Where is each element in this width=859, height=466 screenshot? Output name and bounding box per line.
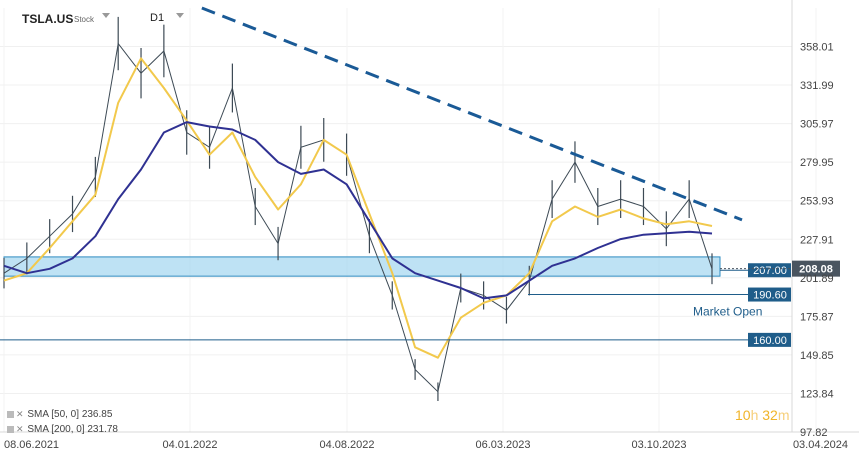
level-160-box[interactable] (748, 332, 791, 347)
x-tick-label: 08.06.2021 (4, 439, 59, 451)
x-tick-label: 04.08.2022 (319, 439, 374, 451)
x-tick-label: 06.03.2023 (475, 439, 530, 451)
support-zone[interactable] (3, 256, 721, 277)
close-icon[interactable]: ✕ (16, 409, 24, 419)
level-207-box[interactable] (748, 263, 791, 278)
sma-slow-label: SMA [200, 0] (27, 424, 85, 435)
timer-m-unit: m (777, 407, 790, 423)
timer-hours: 10 (735, 407, 751, 423)
level-190-box[interactable] (748, 287, 791, 302)
sma-fast-value: 236.85 (81, 409, 113, 420)
x-tick-label: 03.04.2024 (793, 439, 848, 451)
grid (0, 0, 859, 433)
x-tick-label: 04.01.2022 (162, 439, 217, 451)
support-zone-rect[interactable] (3, 256, 721, 277)
horizontal-levels[interactable]: 207.00 190.60 160.00 Market Open 208.08 (0, 260, 840, 347)
current-price-label: 208.08 (799, 264, 833, 276)
y-tick-label: 97.82 (800, 427, 828, 439)
y-tick-label: 331.99 (800, 80, 834, 92)
level-160-label: 160.00 (753, 335, 787, 347)
y-tick-label: 175.87 (800, 311, 834, 323)
instrument-type-label: Stock (74, 15, 95, 24)
y-tick-label: 279.95 (800, 157, 834, 169)
symbol-label[interactable]: TSLA.US (22, 12, 74, 26)
timer-h-unit: h (750, 407, 759, 423)
axes: 97.82 123.84 149.85 175.87 201.89 227.91 253.9… (4, 42, 848, 451)
resistance-trendline[interactable] (201, 6, 743, 222)
y-tick-label: 123.84 (800, 388, 834, 400)
legend-sma-fast[interactable]: ✕ SMA [50, 0] 236.85 (7, 409, 112, 420)
timeframe-dropdown-icon[interactable] (176, 13, 184, 18)
y-tick-label: 227.91 (800, 234, 834, 246)
symbol-dropdown-icon[interactable] (102, 13, 110, 18)
legend-sma-slow[interactable]: ✕ SMA [200, 0] 231.78 (7, 424, 118, 435)
price-series (3, 16, 713, 401)
y-tick-label: 149.85 (800, 350, 834, 362)
timeframe-label[interactable]: D1 (150, 12, 165, 24)
current-price-box[interactable] (792, 260, 840, 277)
level-190-label: 190.60 (753, 290, 787, 302)
y-tick-label: 253.93 (800, 196, 834, 208)
close-icon[interactable]: ✕ (16, 424, 24, 434)
sma-slow-value: 231.78 (87, 424, 118, 435)
settings-icon[interactable] (7, 425, 14, 433)
settings-icon[interactable] (7, 410, 14, 418)
session-countdown: 10h 32m (735, 407, 790, 423)
timer-minutes: 32 (762, 407, 778, 423)
x-tick-label: 03.10.2023 (631, 439, 686, 451)
moving-averages (3, 57, 713, 359)
y-tick-label: 358.01 (800, 42, 834, 54)
market-open-label: Market Open (693, 305, 762, 319)
price-line (3, 42, 713, 393)
trendline[interactable] (201, 6, 743, 222)
y-tick-label: 305.97 (800, 119, 834, 131)
y-tick-label: 201.89 (800, 273, 834, 285)
sma-fast-label: SMA [50, 0] (27, 409, 80, 420)
level-207-label: 207.00 (753, 265, 787, 277)
sma-slow-line (3, 121, 713, 300)
sma-fast-line (3, 57, 713, 359)
